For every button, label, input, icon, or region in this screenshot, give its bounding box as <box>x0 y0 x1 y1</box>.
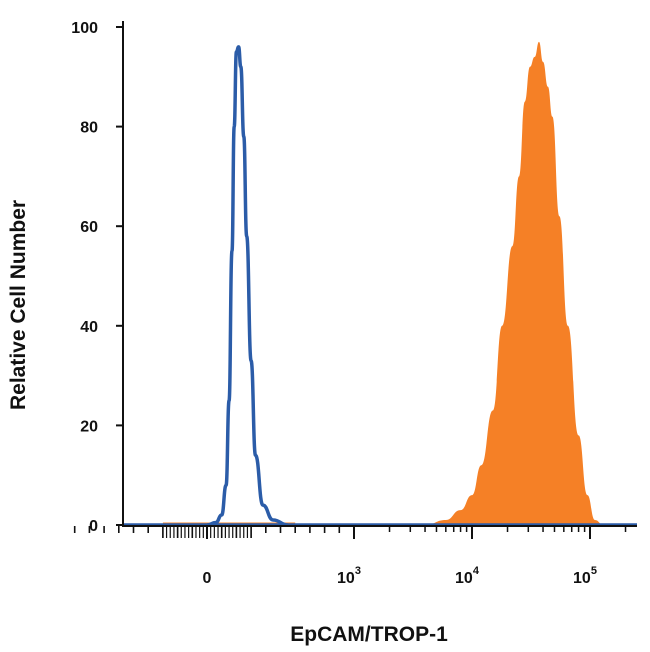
filled-histogram <box>425 41 604 526</box>
x-tick-label: 105 <box>573 565 597 587</box>
axes-layer <box>122 21 637 527</box>
y-tick-label: 0 <box>89 518 98 535</box>
y-tick-label: 80 <box>80 120 98 137</box>
x-tick-label: 104 <box>455 565 480 587</box>
x-tick-label: 0 <box>203 570 212 587</box>
x-tick-exponent: 3 <box>355 565 361 577</box>
x-tick-label: 103 <box>337 565 361 587</box>
y-tick-label: 100 <box>71 20 98 37</box>
y-tick-label: 20 <box>80 418 98 435</box>
x-axis-title: EpCAM/TROP-1 <box>290 623 448 646</box>
x-tick-exponent: 5 <box>591 565 597 577</box>
y-tick-label: 60 <box>80 219 98 236</box>
series-layer <box>123 41 637 527</box>
x-tick-exponent: 4 <box>473 565 480 577</box>
ticks-layer: 0 20 40 60 80 100 0 103 104 105 <box>71 20 627 587</box>
y-axis-title: Relative Cell Number <box>7 200 30 410</box>
y-tick-label: 40 <box>80 319 98 336</box>
outline-histogram <box>206 45 289 527</box>
